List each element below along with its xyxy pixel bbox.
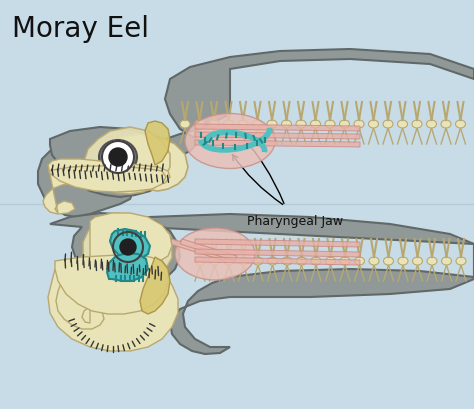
Ellipse shape xyxy=(398,257,408,265)
Ellipse shape xyxy=(325,121,335,129)
Ellipse shape xyxy=(412,257,422,265)
Ellipse shape xyxy=(456,257,466,265)
Ellipse shape xyxy=(297,257,307,265)
Ellipse shape xyxy=(267,121,277,129)
Circle shape xyxy=(120,239,136,255)
Polygon shape xyxy=(195,249,360,257)
Polygon shape xyxy=(195,257,360,265)
Ellipse shape xyxy=(326,257,336,265)
Ellipse shape xyxy=(180,121,190,129)
Ellipse shape xyxy=(194,121,204,129)
Polygon shape xyxy=(195,125,360,132)
Polygon shape xyxy=(48,166,166,193)
Ellipse shape xyxy=(238,257,248,265)
Circle shape xyxy=(102,142,134,173)
Ellipse shape xyxy=(185,114,275,169)
Ellipse shape xyxy=(441,257,452,265)
Ellipse shape xyxy=(99,141,137,175)
Polygon shape xyxy=(56,213,172,329)
Ellipse shape xyxy=(383,121,393,129)
Polygon shape xyxy=(170,239,227,261)
Ellipse shape xyxy=(355,257,365,265)
Polygon shape xyxy=(85,214,474,354)
Circle shape xyxy=(109,148,127,166)
Polygon shape xyxy=(195,239,360,247)
Ellipse shape xyxy=(282,257,292,265)
Polygon shape xyxy=(140,257,170,314)
Polygon shape xyxy=(110,229,150,259)
Polygon shape xyxy=(48,259,178,351)
Ellipse shape xyxy=(224,257,234,265)
Ellipse shape xyxy=(340,257,350,265)
Polygon shape xyxy=(38,50,474,218)
Ellipse shape xyxy=(110,230,146,264)
Ellipse shape xyxy=(253,121,263,129)
Ellipse shape xyxy=(427,121,437,129)
Ellipse shape xyxy=(210,257,219,265)
Polygon shape xyxy=(83,213,172,286)
Ellipse shape xyxy=(175,229,255,280)
Ellipse shape xyxy=(296,121,306,129)
Ellipse shape xyxy=(310,121,320,129)
Ellipse shape xyxy=(339,121,349,129)
Circle shape xyxy=(113,232,143,262)
Ellipse shape xyxy=(369,257,379,265)
Ellipse shape xyxy=(441,121,451,129)
Ellipse shape xyxy=(224,121,234,129)
Ellipse shape xyxy=(209,121,219,129)
Ellipse shape xyxy=(354,121,364,129)
Polygon shape xyxy=(145,122,170,166)
Ellipse shape xyxy=(311,257,321,265)
Text: Pharyngeal Jaw: Pharyngeal Jaw xyxy=(247,214,343,227)
Ellipse shape xyxy=(412,121,422,129)
Polygon shape xyxy=(43,160,170,214)
Ellipse shape xyxy=(195,257,205,265)
Text: Moray Eel: Moray Eel xyxy=(12,15,149,43)
Ellipse shape xyxy=(398,121,408,129)
Ellipse shape xyxy=(267,257,277,265)
Text: Pharyngeal Jaw: Pharyngeal Jaw xyxy=(75,304,171,317)
Polygon shape xyxy=(195,133,360,139)
Polygon shape xyxy=(50,128,172,198)
Ellipse shape xyxy=(383,257,393,265)
Polygon shape xyxy=(84,128,170,195)
Polygon shape xyxy=(116,135,188,191)
Ellipse shape xyxy=(368,121,379,129)
Polygon shape xyxy=(180,239,237,261)
Ellipse shape xyxy=(238,121,248,129)
Polygon shape xyxy=(55,255,168,314)
Polygon shape xyxy=(50,213,180,289)
Ellipse shape xyxy=(253,257,263,265)
Ellipse shape xyxy=(427,257,437,265)
Polygon shape xyxy=(107,254,148,281)
Ellipse shape xyxy=(282,121,292,129)
Polygon shape xyxy=(195,141,360,148)
Ellipse shape xyxy=(456,121,465,129)
